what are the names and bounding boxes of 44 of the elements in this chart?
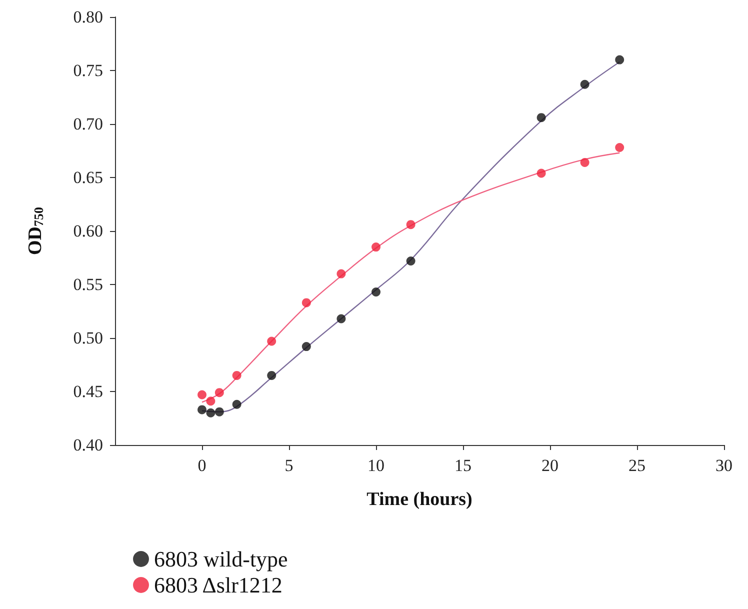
x-tick-label: 5 (284, 456, 294, 475)
point (536, 168, 546, 178)
y-tick-label: 0.55 (73, 275, 103, 294)
point (406, 256, 416, 266)
point (267, 336, 276, 346)
point (198, 405, 206, 414)
legend-label: 6803 wild-type (154, 546, 288, 572)
y-tick-label: 0.45 (73, 382, 103, 401)
point (336, 314, 346, 324)
point (214, 388, 224, 398)
y-tick-label: 0.65 (73, 168, 103, 187)
point (336, 269, 346, 278)
y-tick-label: 0.40 (73, 436, 103, 454)
point (580, 80, 590, 89)
y-tick-label: 0.70 (73, 114, 103, 134)
point (214, 407, 224, 416)
point (615, 143, 624, 152)
y-tick-label: 0.80 (73, 8, 103, 26)
y-tick-label: 0.60 (73, 222, 103, 240)
x-axis-title: Time (hours) (366, 489, 472, 510)
legend-label: 6803 Δslr1212 (154, 572, 282, 598)
point (302, 342, 311, 352)
y-tick-label: 0.50 (73, 328, 103, 348)
y-tick-label: 0.75 (73, 61, 103, 80)
x-tick-label: 0 (198, 456, 206, 475)
point (206, 408, 216, 418)
point (536, 113, 546, 122)
point (406, 220, 416, 230)
point (232, 400, 242, 409)
point (232, 370, 242, 380)
x-tick-label: 30 (716, 456, 732, 475)
point (302, 298, 311, 308)
point (615, 55, 624, 64)
point (206, 396, 216, 406)
point (198, 390, 206, 400)
x-tick-label: 15 (454, 456, 472, 475)
point (267, 370, 276, 380)
point (372, 287, 380, 296)
x-tick-label: 25 (628, 456, 646, 475)
x-tick-label: 20 (542, 456, 558, 475)
x-tick-label: 10 (368, 456, 384, 475)
point (372, 242, 380, 252)
y-axis-title: OD750 (25, 207, 46, 255)
point (580, 158, 590, 168)
